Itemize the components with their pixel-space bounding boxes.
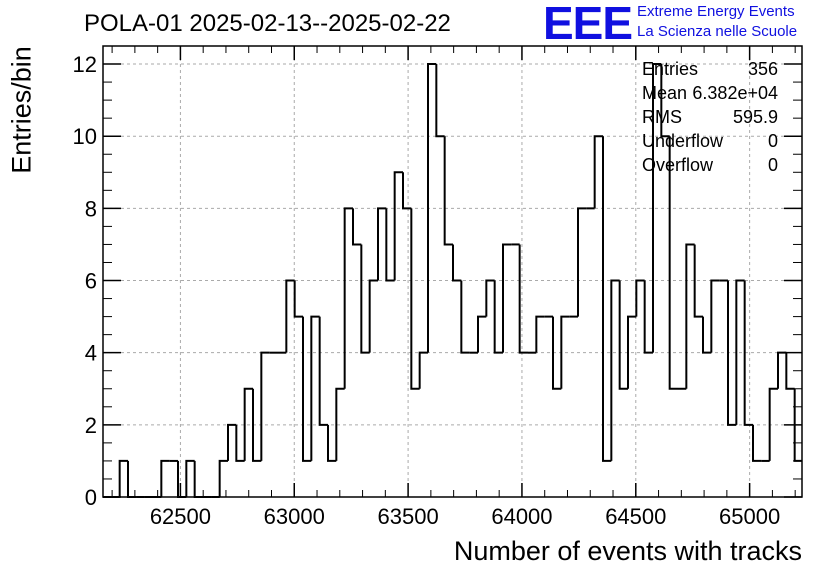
histogram-bin (443, 136, 454, 246)
y-tick-label: 6 (85, 269, 97, 294)
histogram-bin (502, 243, 512, 353)
plot-frame (102, 45, 803, 498)
stat-value: 595.9 (732, 107, 778, 127)
histogram-bin (377, 207, 387, 281)
histogram-bin (652, 63, 662, 353)
stat-label: Overflow (642, 155, 714, 175)
stat-label: Mean (642, 83, 688, 103)
x-tick-label: 63000 (264, 504, 325, 529)
histogram-bin (493, 280, 504, 354)
histogram-bin (435, 64, 445, 138)
histogram-bin (618, 280, 629, 390)
histogram-bin (560, 315, 570, 389)
histogram-bin (702, 316, 712, 354)
histogram-bin (660, 64, 670, 138)
y-tick-label: 2 (85, 413, 97, 438)
y-tick-label: 10 (73, 124, 97, 149)
histogram-bin (118, 459, 128, 497)
histogram-bin (160, 459, 170, 497)
histogram-bin (310, 315, 320, 461)
histogram-bin (785, 352, 795, 390)
logo-line-2: La Scienza nelle Scuole (637, 23, 798, 40)
histogram-bin (402, 172, 412, 210)
histogram-bin (577, 207, 587, 317)
histogram-bin (260, 351, 270, 461)
x-tick-label: 64000 (491, 504, 552, 529)
histogram-bin (343, 207, 354, 389)
histogram-bin (777, 351, 787, 389)
histogram-bin (727, 280, 737, 426)
histogram-bin (427, 63, 437, 353)
histogram-bin (710, 279, 720, 353)
histogram-bin (743, 280, 754, 426)
histogram-bin (243, 387, 253, 461)
histogram-bin (535, 315, 545, 353)
y-tick-label: 0 (85, 485, 97, 510)
histogram-bin (393, 171, 404, 281)
stat-value: 6.382e+04 (692, 83, 778, 103)
histogram-bin (518, 244, 529, 354)
histogram-bin (485, 279, 495, 317)
histogram-bin (193, 460, 203, 498)
x-axis-label: Number of events with tracks (453, 536, 802, 566)
histogram-bin (735, 279, 745, 425)
x-tick-label: 63500 (378, 504, 439, 529)
histogram-bin (252, 388, 262, 462)
histogram-bin (318, 316, 329, 426)
histogram-bin (685, 243, 695, 389)
histogram-bin (360, 244, 370, 354)
stat-value: 0 (767, 155, 778, 175)
histogram-bin (352, 208, 362, 246)
stat-value: 356 (747, 59, 778, 79)
histogram-bin (285, 279, 295, 353)
histogram-bin (602, 136, 612, 462)
x-tick-label: 65000 (719, 504, 780, 529)
y-tick-label: 8 (85, 196, 97, 221)
histogram-bin (368, 279, 379, 353)
stat-label: Entries (642, 59, 699, 79)
histogram-bin (668, 136, 679, 390)
stat-label: Underflow (642, 131, 724, 151)
histogram-bin (235, 424, 245, 462)
x-tick-label: 62500 (150, 504, 211, 529)
histogram-bin (643, 280, 654, 354)
stat-value: 0 (767, 131, 778, 151)
x-tick-label: 64500 (605, 504, 666, 529)
histogram-bin (552, 316, 562, 390)
chart-title: POLA-01 2025-02-13--2025-02-22 (84, 10, 451, 37)
y-tick-label: 4 (85, 341, 97, 366)
histogram-bin (768, 387, 779, 461)
histogram-bin (327, 424, 337, 462)
histogram-bin (227, 423, 237, 461)
histogram-bin (627, 315, 637, 389)
histogram-bin (335, 387, 345, 461)
histogram-bin (477, 315, 487, 353)
logo-mark: EEE (543, 0, 633, 49)
histogram-bin (385, 208, 395, 282)
histogram-bin (752, 424, 762, 462)
histogram-bin (693, 244, 704, 318)
histogram-bin (418, 351, 429, 389)
histogram-bin (177, 460, 187, 498)
histogram-bin (593, 135, 604, 209)
histogram-bin (460, 280, 470, 354)
y-tick-label: 12 (73, 52, 97, 77)
stat-label: RMS (642, 107, 682, 127)
histogram-bin (610, 279, 620, 461)
histogram-bin (410, 208, 420, 390)
logo-line-1: Extreme Energy Events (637, 3, 795, 20)
histogram-bin (635, 279, 645, 317)
eee-logo: EEE Extreme Energy Events La Scienza nel… (543, 0, 833, 49)
histogram-bin (302, 316, 312, 462)
histogram-bin (293, 280, 304, 318)
histogram-bin (452, 244, 462, 282)
histogram-bin (218, 459, 228, 497)
histogram-bin (185, 459, 195, 497)
